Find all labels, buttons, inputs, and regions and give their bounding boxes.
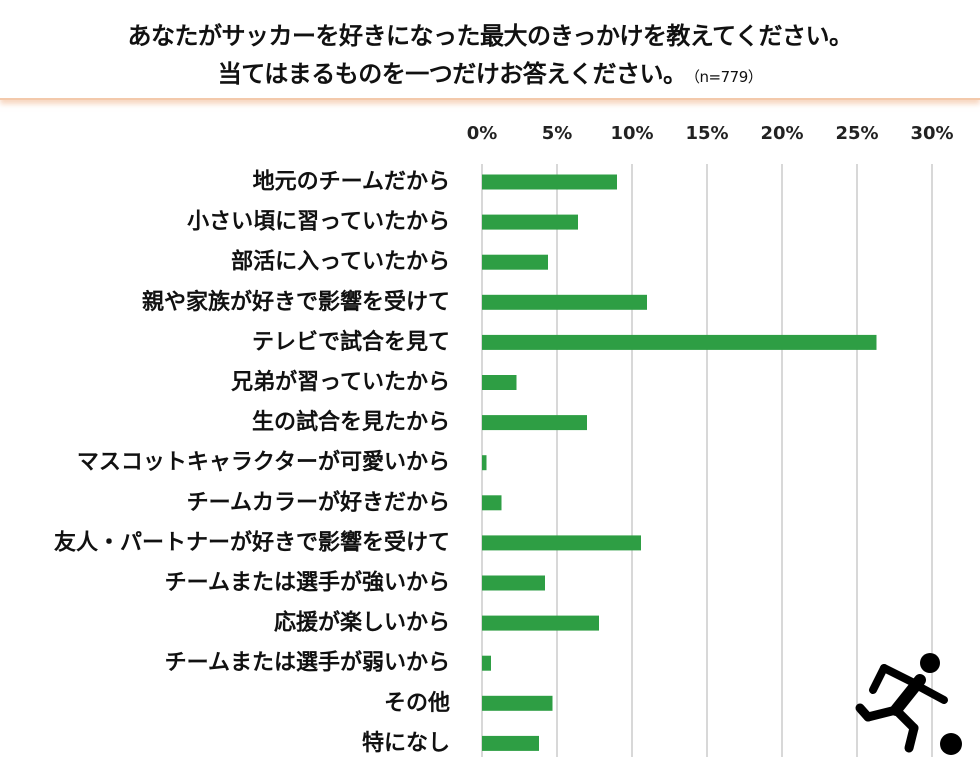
category-label: 兄弟が習っていたから xyxy=(230,369,450,395)
category-label: チームまたは選手が強いから xyxy=(165,570,450,596)
bar xyxy=(482,575,545,591)
chart-title-line2: 当てはまるものを一つだけお答えください。 （n=779） xyxy=(0,54,980,89)
bar xyxy=(482,174,617,190)
x-tick-label: 10% xyxy=(610,123,653,144)
x-tick-label: 5% xyxy=(542,123,573,144)
bar xyxy=(482,214,578,230)
sample-size-label: （n=779） xyxy=(692,68,763,86)
category-label: その他 xyxy=(384,691,450,716)
chart-header: あなたがサッカーを好きになった最大のきっかけを教えてください。 当てはまるものを… xyxy=(0,0,980,100)
bar xyxy=(482,735,539,751)
chart-title-line1: あなたがサッカーを好きになった最大のきっかけを教えてください。 xyxy=(127,22,853,50)
bar xyxy=(482,375,517,390)
chart-title-line2-text: 当てはまるものを一つだけお答えください。 xyxy=(217,60,687,88)
x-axis-tick-labels: 0% 5% 10% 15% 20% 25% 30% xyxy=(467,123,954,144)
soccer-player-icon xyxy=(855,653,962,755)
bar xyxy=(482,334,877,350)
grid-lines xyxy=(481,164,933,757)
category-label: 友人・パートナーが好きで影響を受けて xyxy=(54,529,450,555)
x-tick-label: 25% xyxy=(835,123,878,144)
category-label: テレビで試合を見て xyxy=(252,329,450,355)
bar xyxy=(482,415,587,431)
category-label: 親や家族が好きで影響を受けて xyxy=(142,289,450,315)
category-label: 特になし xyxy=(362,730,450,756)
category-label: 応援が楽しいから xyxy=(274,610,450,636)
category-label: 部活に入っていたから xyxy=(231,249,450,275)
bar xyxy=(482,655,491,671)
bar xyxy=(482,455,487,471)
bars xyxy=(482,174,877,751)
category-labels: 地元のチームだから小さい頃に習っていたから部活に入っていたから親や家族が好きで影… xyxy=(54,170,450,756)
bar xyxy=(482,535,641,551)
x-tick-label: 15% xyxy=(685,123,728,144)
x-tick-label: 0% xyxy=(467,123,498,144)
bar xyxy=(482,254,548,270)
category-label: チームまたは選手が弱いから xyxy=(165,650,450,676)
category-label: 地元のチームだから xyxy=(253,170,450,195)
category-label: チームカラーが好きだから xyxy=(187,489,450,515)
category-label: 小さい頃に習っていたから xyxy=(187,210,450,235)
category-label: マスコットキャラクターが可愛いから xyxy=(77,449,450,475)
bar xyxy=(482,495,502,511)
category-label: 生の試合を見たから xyxy=(252,409,450,435)
x-tick-label: 20% xyxy=(760,123,803,144)
bar xyxy=(482,695,553,711)
bar xyxy=(482,294,647,310)
x-tick-label: 30% xyxy=(910,123,953,144)
bar xyxy=(482,615,599,631)
